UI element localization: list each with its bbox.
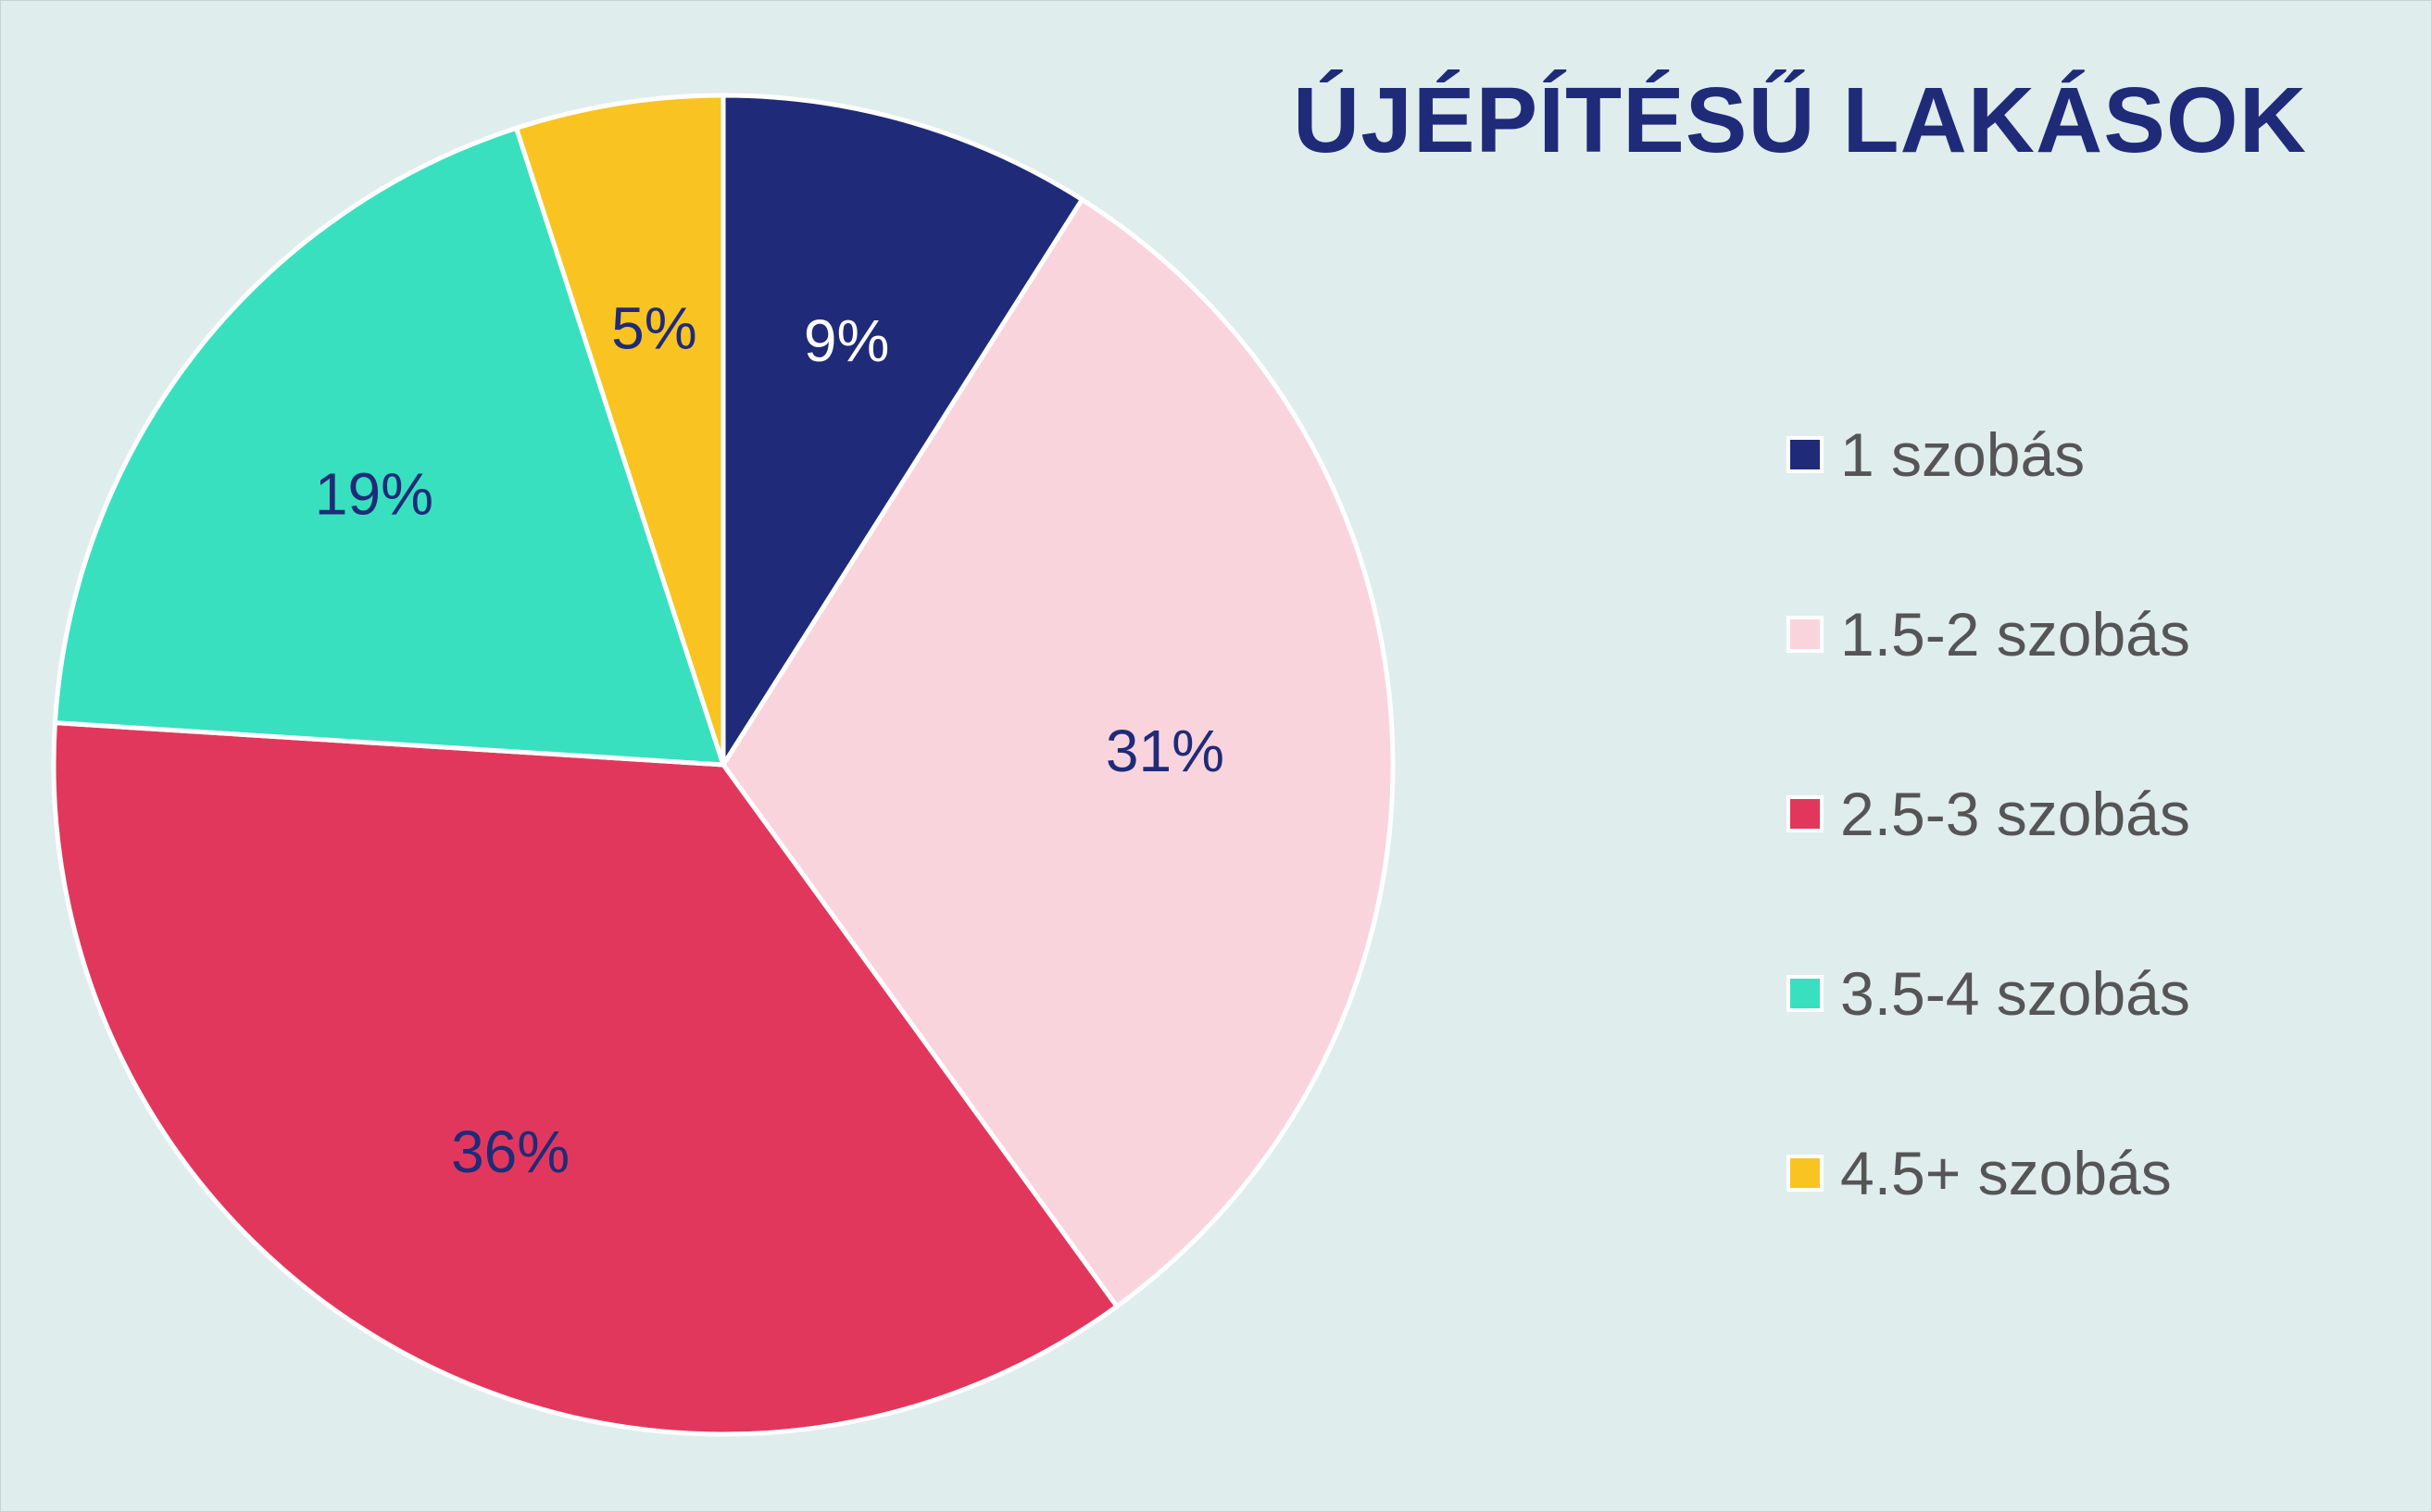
legend-swatch: [1786, 436, 1824, 473]
chart-title: ÚJÉPÍTÉSŰ LAKÁSOK: [1293, 69, 2307, 172]
legend-label: 3.5-4 szobás: [1840, 959, 2190, 1028]
data-label-1-5-2-szobas: 31%: [1106, 718, 1224, 784]
pie-slice-4-5-plus-szobas: [514, 93, 726, 768]
legend-label: 1 szobás: [1840, 420, 2086, 489]
pie-slice-1-5-2-szobas: [721, 197, 1396, 1309]
pie-slices: [51, 93, 1396, 1437]
data-label-2-5-3-szobas: 36%: [451, 1118, 570, 1185]
legend-item-1-szobas: 1 szobás: [1786, 418, 2085, 492]
data-label-4-5-plus-szobas: 5%: [611, 295, 697, 362]
pie-slice-2-5-3-szobas: [51, 720, 1120, 1437]
pie-data-labels: 9% 31% 36% 19% 5%: [315, 295, 1224, 1185]
legend-swatch: [1786, 1155, 1824, 1192]
pie-slice-1-szobas: [721, 93, 1084, 768]
data-label-1-szobas: 9%: [804, 307, 890, 374]
legend-swatch: [1786, 616, 1824, 653]
legend-item-2-5-3-szobas: 2.5-3 szobás: [1786, 777, 2190, 851]
data-label-3-5-4-szobas: 19%: [315, 461, 433, 528]
legend-item-1-5-2-szobas: 1.5-2 szobás: [1786, 597, 2190, 671]
legend-label: 2.5-3 szobás: [1840, 780, 2190, 848]
legend-swatch: [1786, 795, 1824, 832]
legend-label: 4.5+ szobás: [1840, 1139, 2172, 1207]
legend-swatch: [1786, 975, 1824, 1012]
legend-item-4-5-plus-szobas: 4.5+ szobás: [1786, 1136, 2172, 1210]
legend-item-3-5-4-szobas: 3.5-4 szobás: [1786, 956, 2190, 1031]
pie-slice-3-5-4-szobas: [52, 125, 726, 768]
legend-label: 1.5-2 szobás: [1840, 600, 2190, 669]
